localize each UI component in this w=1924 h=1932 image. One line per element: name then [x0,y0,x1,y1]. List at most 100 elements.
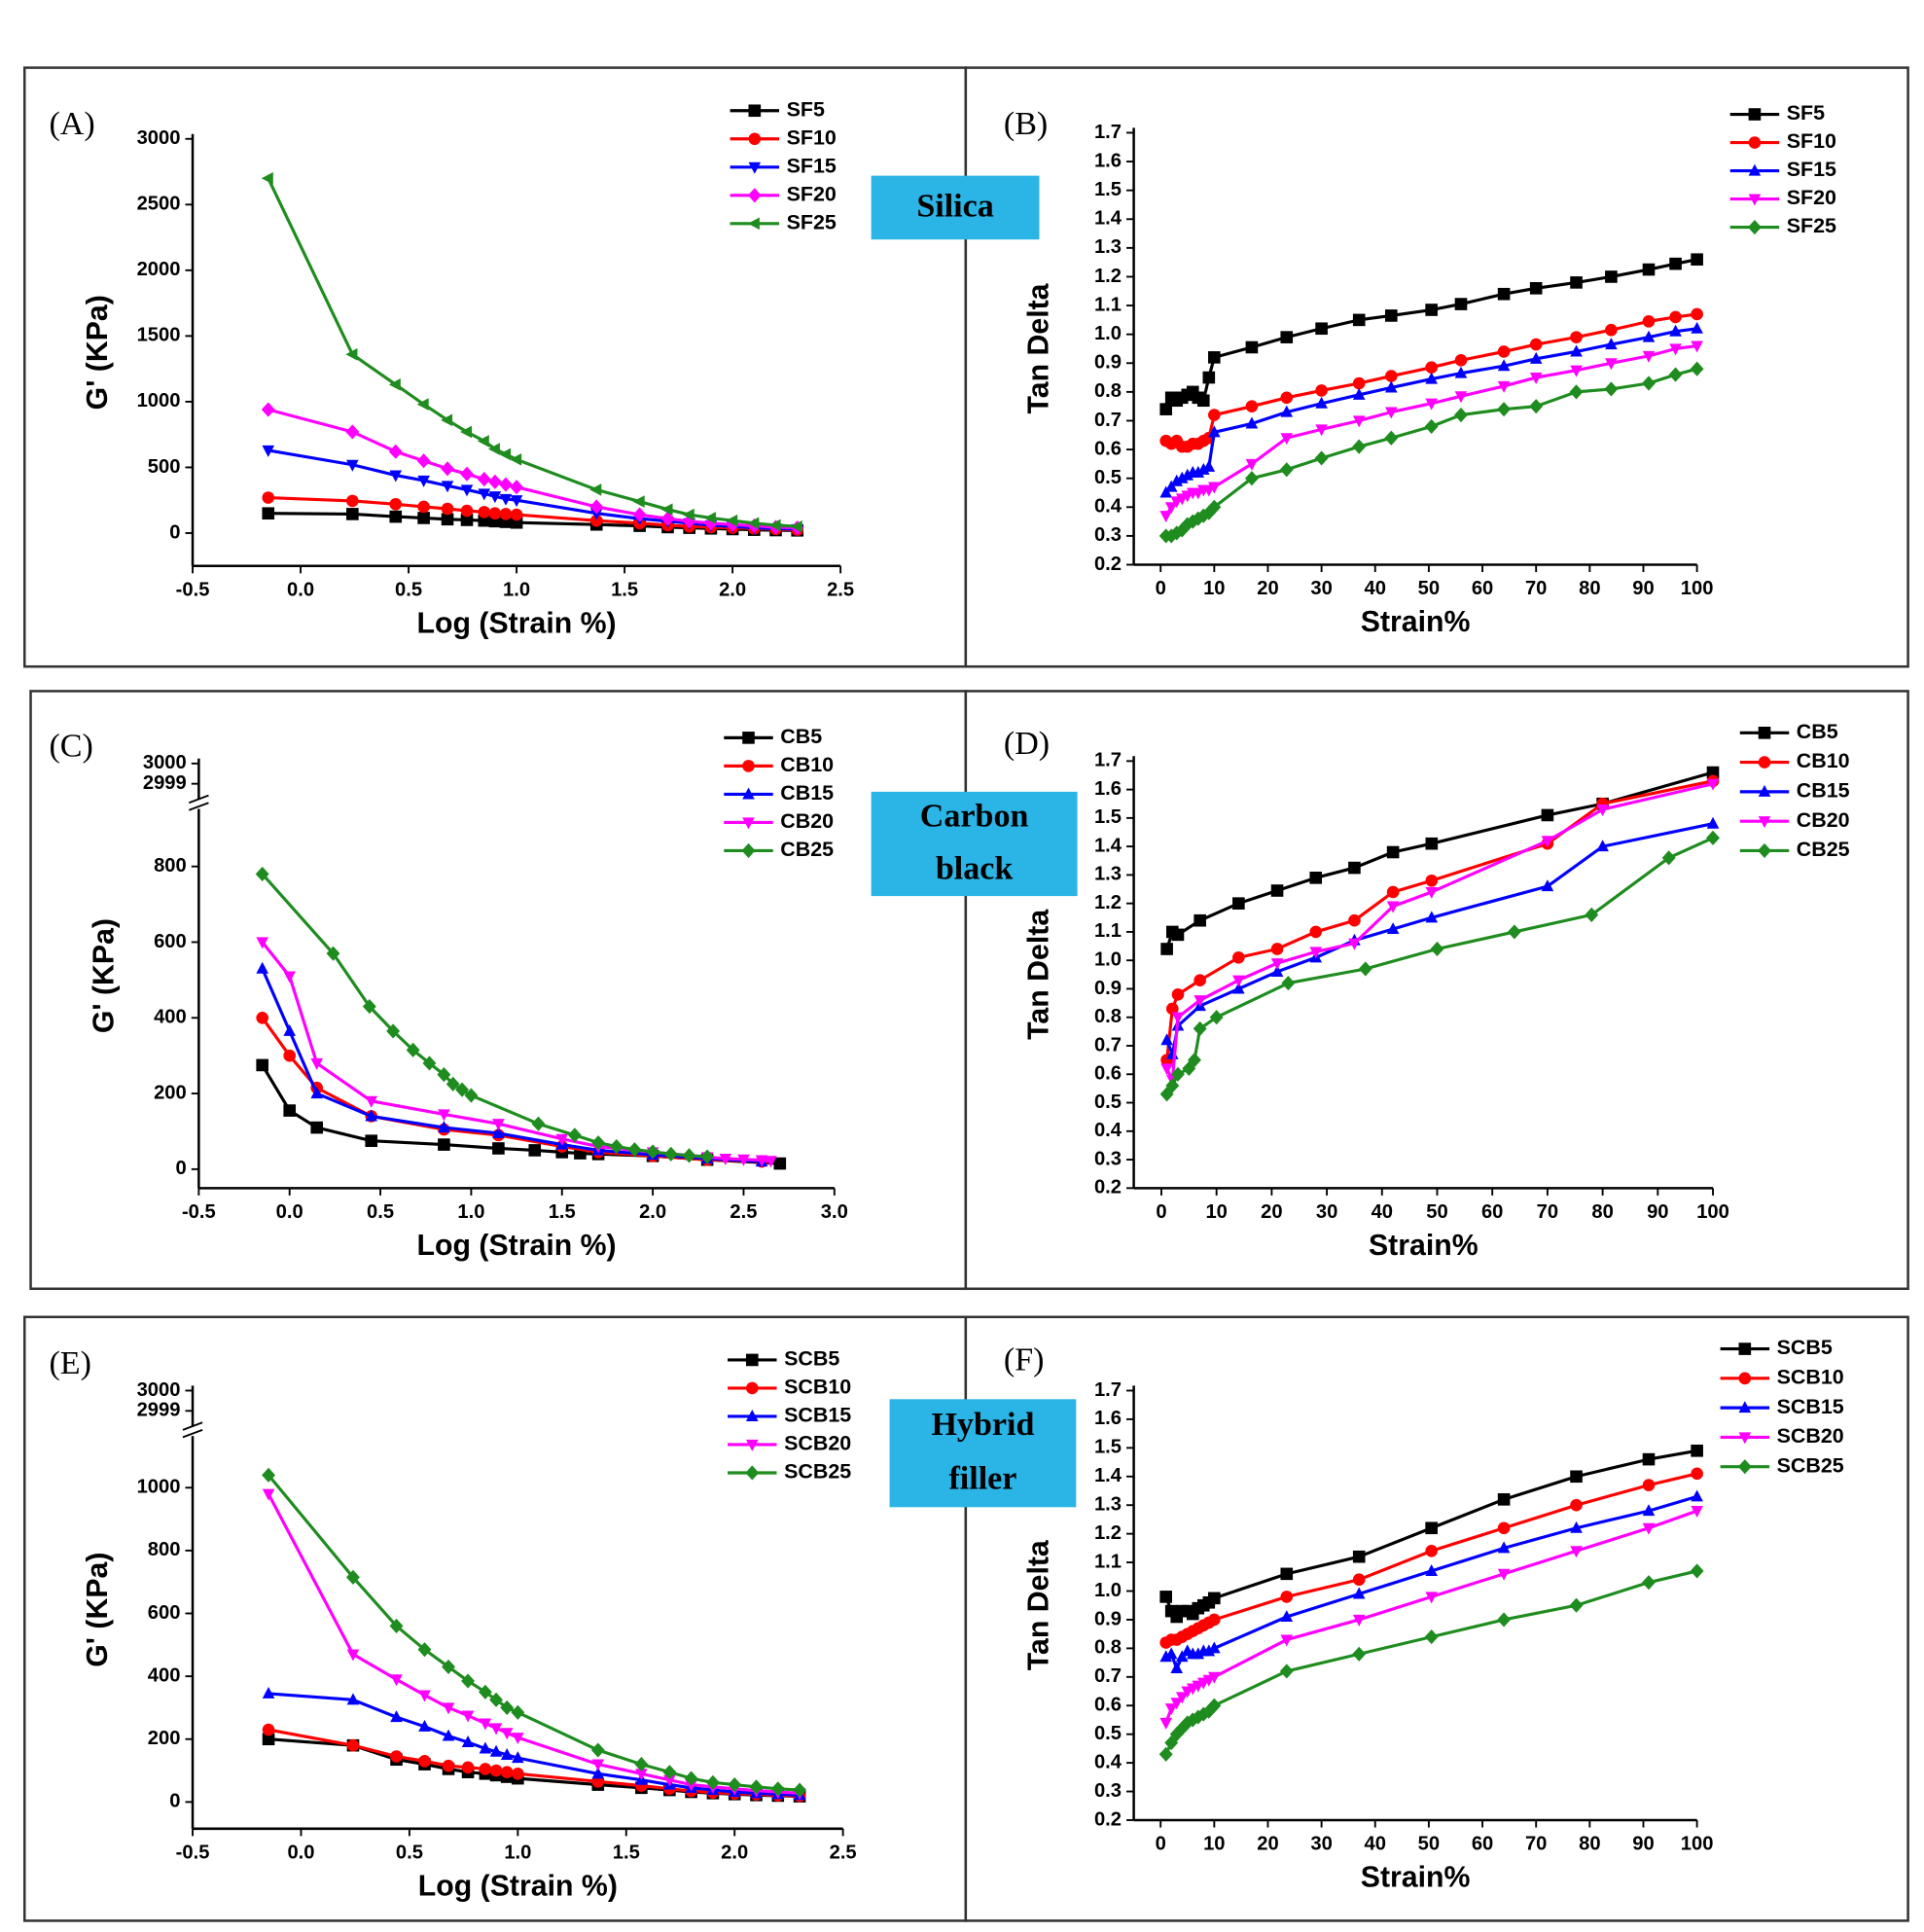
data-point [1384,309,1398,322]
data-point [1352,439,1367,454]
data-point [1425,1521,1438,1535]
y-tick-label: 500 [148,456,181,478]
data-point [755,1155,768,1167]
data-point [1188,1053,1201,1068]
data-point [1315,384,1328,397]
data-point [389,497,403,511]
data-point [1280,405,1294,417]
y-tick-label: 0.3 [1094,1780,1122,1802]
data-point [389,470,403,483]
data-point [346,1693,360,1705]
y-tick-label: 3000 [137,127,181,149]
data-point [441,513,454,526]
data-point [489,1723,503,1735]
data-point [1279,1664,1294,1679]
y-tick-label: 1.4 [1094,208,1122,230]
legend-label: CB10 [1797,749,1850,772]
x-tick-label: 10 [1203,1834,1225,1855]
data-point [1570,331,1583,343]
y-tick-label: 1.3 [1094,236,1122,258]
data-point [310,1057,324,1070]
data-point [1690,1563,1704,1579]
x-tick-label: 0.5 [367,1201,394,1223]
data-point [1706,778,1720,791]
data-point [1232,897,1245,910]
x-axis-title: Log (Strain %) [418,1870,618,1902]
data-point [1279,462,1294,478]
data-point [590,1742,605,1758]
x-tick-label: 40 [1365,1834,1386,1855]
legend-label: CB15 [1797,779,1850,803]
annotation: black [936,850,1014,886]
data-point [416,398,429,411]
x-tick-label: 0.0 [276,1201,303,1223]
data-point [1386,885,1400,899]
panel-label: (D) [1004,726,1050,762]
data-point [1270,884,1284,897]
data-point [1175,1692,1189,1704]
data-point [1497,287,1511,301]
data-point [1194,995,1206,1008]
data-point [632,507,647,522]
y-axis-title: G' (KPa) [88,918,120,1033]
data-point [492,1142,505,1155]
data-point [1280,1591,1294,1603]
x-tick-label: 50 [1418,1834,1440,1855]
axis-break [182,1421,203,1431]
data-point [262,1467,275,1483]
data-point [747,517,760,530]
data-point [262,1723,275,1736]
legend-label: SF25 [1787,214,1836,237]
data-point [1570,276,1583,289]
data-point [1425,372,1438,384]
x-tick-label: 2.5 [730,1201,757,1223]
axis-break [182,1428,203,1439]
data-point [1497,1568,1511,1581]
legend-label: SCB15 [784,1404,851,1427]
y-tick-label: 1.0 [1094,323,1122,344]
data-point [261,171,273,185]
data-point [499,447,512,461]
data-point [1497,1521,1511,1535]
y-tick-label: 1.2 [1094,266,1122,287]
panel-label: (B) [1004,106,1048,142]
data-point [441,502,454,516]
y-tick-label: 0.4 [1094,496,1122,518]
data-point [479,1718,492,1731]
x-tick-label: 2.5 [827,579,854,600]
legend-label: SCB10 [784,1376,851,1399]
legend-label: CB5 [1797,720,1838,743]
data-point [1454,391,1468,404]
y-tick-label: 3000 [143,752,187,773]
data-point [478,1684,492,1699]
x-tick-label: 0 [1156,1834,1166,1855]
legend-marker [742,817,755,830]
x-tick-label: 1.0 [504,1842,531,1863]
legend-marker [748,132,762,146]
data-point [418,1755,431,1768]
data-point [1454,298,1468,310]
x-tick-label: 0.0 [287,579,314,600]
axis-break-gap [189,799,209,809]
y-tick-label: 0.6 [1094,1063,1122,1085]
data-point [1541,808,1554,822]
data-point [283,971,297,984]
data-point [460,466,474,482]
legend-marker [1738,1372,1752,1385]
data-point [1193,1020,1207,1037]
data-point [1425,1563,1438,1576]
data-point [510,508,523,521]
data-point [1232,975,1245,987]
data-point [1159,403,1173,415]
data-point [1642,1522,1656,1535]
data-point [1425,304,1438,316]
y-tick-label: 3000 [137,1379,181,1401]
x-tick-label: 2.0 [719,579,746,600]
data-point [719,1153,732,1165]
data-point [765,1156,777,1168]
data-point [1605,323,1618,337]
data-point [346,1649,360,1662]
x-tick-label: 30 [1316,1201,1337,1223]
data-point [682,514,696,529]
